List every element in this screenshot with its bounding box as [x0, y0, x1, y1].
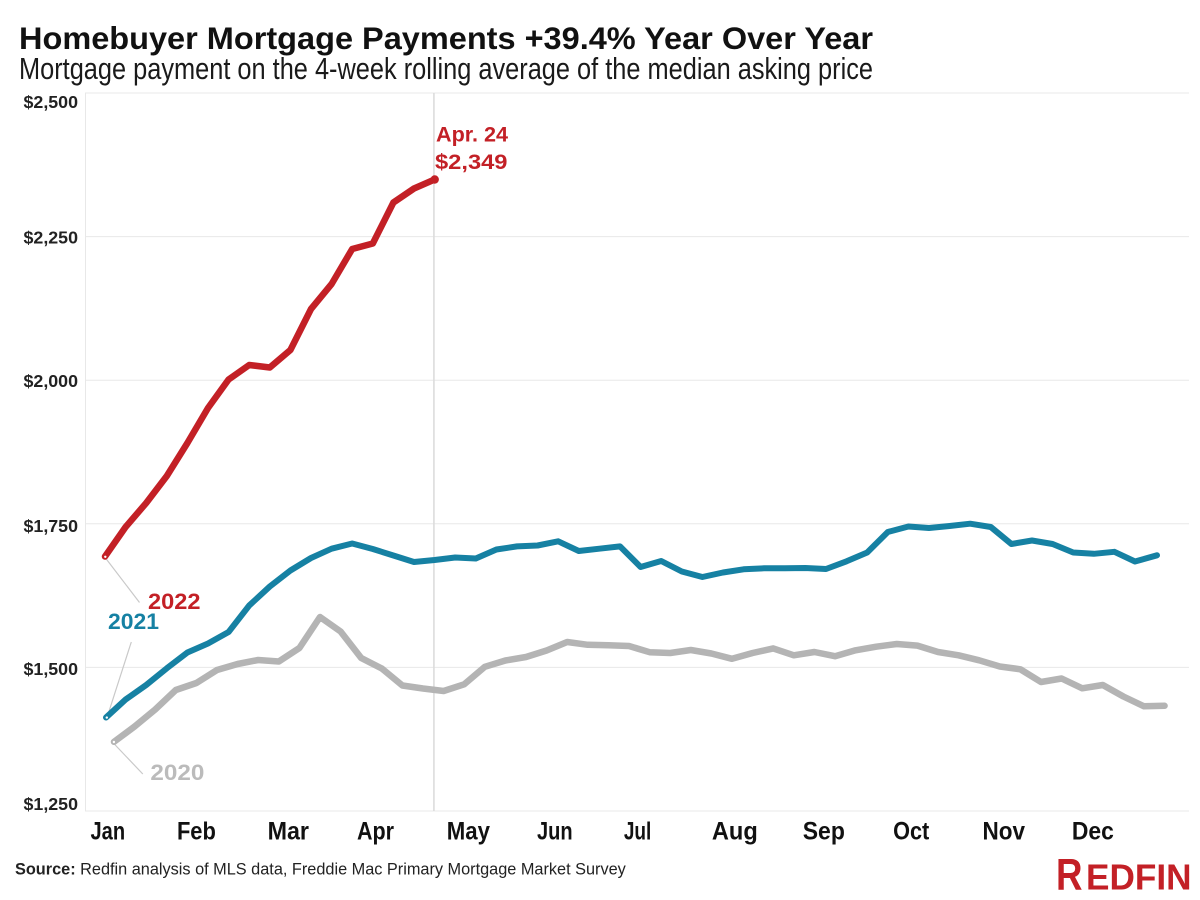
svg-text:Jun: Jun — [537, 819, 573, 846]
svg-text:2021: 2021 — [108, 609, 159, 634]
svg-text:$2,250: $2,250 — [24, 227, 79, 247]
svg-text:$1,500: $1,500 — [24, 659, 79, 679]
svg-text:$1,250: $1,250 — [24, 794, 79, 814]
svg-text:Jan: Jan — [91, 819, 126, 846]
svg-text:Apr. 24: Apr. 24 — [436, 123, 508, 147]
svg-text:$1,750: $1,750 — [24, 516, 79, 536]
svg-text:Feb: Feb — [177, 819, 216, 846]
svg-text:Nov: Nov — [983, 819, 1026, 846]
svg-text:$2,349: $2,349 — [435, 150, 508, 174]
svg-text:2020: 2020 — [150, 760, 204, 785]
svg-text:$2,000: $2,000 — [24, 371, 79, 391]
svg-text:Sep: Sep — [803, 819, 845, 846]
svg-text:Oct: Oct — [893, 819, 929, 846]
svg-text:Jul: Jul — [624, 819, 652, 846]
svg-text:May: May — [447, 819, 490, 846]
svg-text:Homebuyer Mortgage Payments +3: Homebuyer Mortgage Payments +39.4% Year … — [19, 20, 873, 56]
svg-text:Source: Redfin analysis of MLS: Source: Redfin analysis of MLS data, Fre… — [15, 861, 627, 879]
svg-text:2022: 2022 — [148, 589, 201, 614]
svg-text:Mar: Mar — [268, 819, 310, 846]
svg-text:EDFIN: EDFIN — [1086, 857, 1192, 898]
svg-text:$2,500: $2,500 — [24, 92, 79, 112]
svg-text:Dec: Dec — [1072, 819, 1114, 846]
svg-text:R: R — [1056, 851, 1083, 900]
svg-text:Apr: Apr — [357, 819, 394, 846]
svg-text:Aug: Aug — [712, 819, 758, 846]
svg-text:Mortgage payment on the 4-week: Mortgage payment on the 4-week rolling a… — [19, 52, 873, 86]
